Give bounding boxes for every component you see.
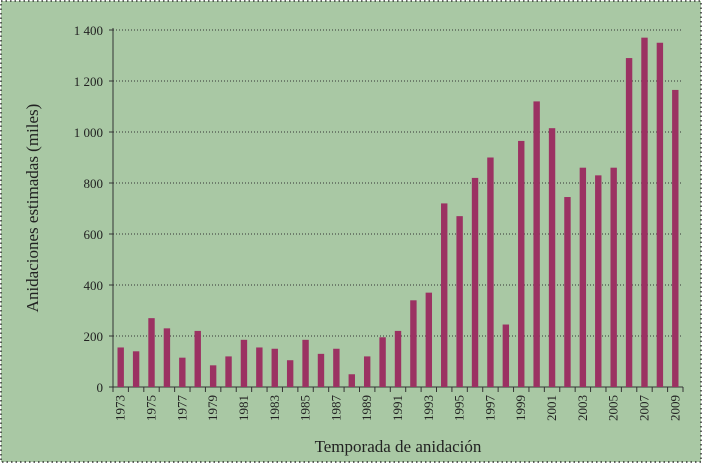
bar (348, 374, 355, 387)
bar (225, 356, 232, 387)
y-axis-title: Anidaciones estimadas (miles) (23, 104, 42, 313)
x-axis-title: Temporada de anidación (315, 437, 482, 456)
x-tick-label: 1981 (236, 395, 251, 421)
bar (271, 348, 278, 387)
bar (441, 203, 448, 387)
bar (317, 353, 325, 387)
bar (456, 216, 463, 387)
y-tick-label: 200 (84, 329, 104, 344)
bar (656, 42, 664, 387)
bar (595, 175, 602, 387)
bar (363, 356, 371, 387)
bar (256, 347, 263, 387)
bar (148, 318, 155, 387)
bar (471, 177, 479, 387)
x-tick-label: 2003 (575, 395, 590, 421)
x-tick-label: 1999 (513, 395, 528, 421)
y-tick-label: 400 (84, 278, 104, 293)
bar (579, 167, 587, 387)
bar (610, 167, 617, 387)
x-tick-label: 1991 (390, 395, 405, 421)
bar (163, 328, 171, 387)
y-tick-label: 800 (84, 176, 104, 191)
bar (533, 101, 540, 388)
x-tick-label: 1983 (267, 395, 282, 421)
bar (394, 330, 402, 387)
x-tick-label: 1997 (482, 395, 497, 422)
bar (502, 324, 510, 387)
x-tick-label: 2005 (606, 395, 621, 421)
bar (209, 365, 217, 387)
x-tick-label: 2001 (544, 395, 559, 421)
y-tick-label: 0 (97, 380, 104, 395)
bar (625, 58, 633, 388)
x-tick-label: 2007 (636, 395, 651, 422)
bar (179, 357, 186, 387)
x-tick-label: 1975 (144, 395, 159, 421)
x-tick-label: 1987 (328, 395, 343, 422)
x-tick-label: 1977 (174, 395, 189, 422)
bar (240, 339, 248, 387)
bar (641, 37, 648, 388)
bar (487, 157, 494, 387)
x-tick-label: 1985 (298, 395, 313, 421)
bar (672, 89, 679, 388)
y-tick-label: 1 400 (74, 23, 103, 38)
bar (518, 140, 525, 387)
x-tick-label: 1979 (205, 395, 220, 421)
bar (548, 128, 556, 388)
bar (410, 300, 417, 387)
bar (425, 292, 433, 387)
bar (564, 197, 571, 387)
bar (286, 360, 294, 387)
bar (132, 351, 140, 387)
y-tick-label: 600 (84, 227, 104, 242)
x-tick-label: 1993 (421, 395, 436, 421)
y-tick-label: 1 000 (74, 125, 103, 140)
x-tick-label: 1989 (359, 395, 374, 421)
bar (379, 337, 386, 387)
bar (302, 339, 309, 387)
x-tick-label: 1995 (452, 395, 467, 421)
x-tick-label: 2009 (667, 395, 682, 421)
x-tick-label: 1973 (113, 395, 128, 421)
y-tick-label: 1 200 (74, 74, 103, 89)
bar (117, 347, 124, 387)
bar (194, 330, 201, 387)
bar (333, 348, 340, 387)
